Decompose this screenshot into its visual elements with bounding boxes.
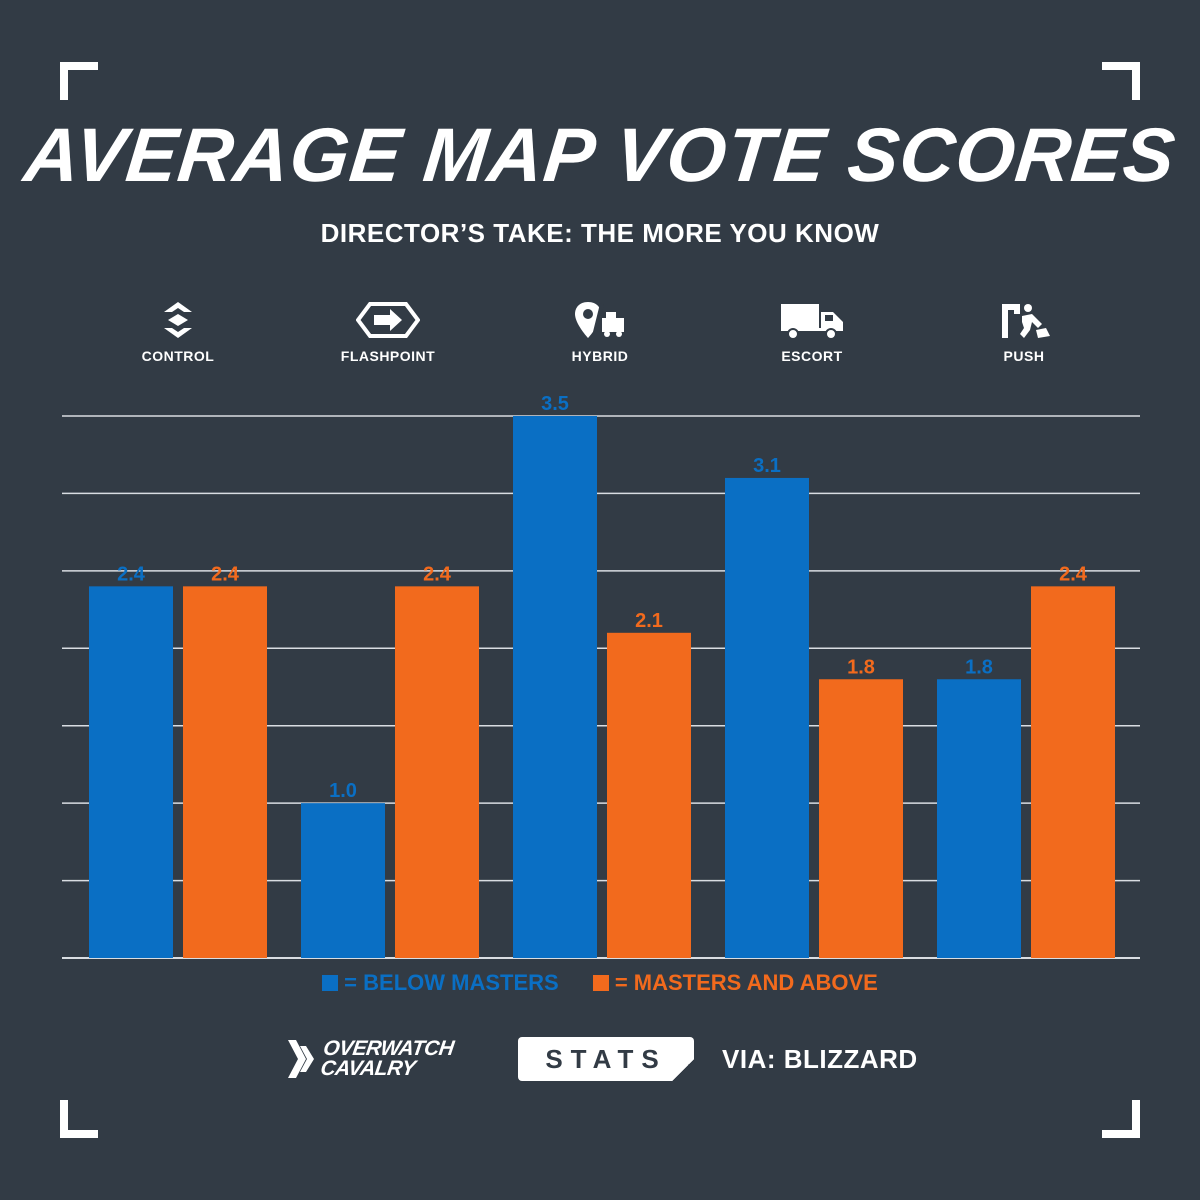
corner-bracket-bottom-right (1102, 1100, 1140, 1138)
hybrid-icon (575, 302, 624, 338)
data-label: 3.5 (541, 393, 569, 415)
stats-badge-label: STATS (545, 1043, 667, 1074)
bar (513, 416, 597, 958)
bar-chart: 2.4 2.4 1.0 2.4 3.5 2.1 3.1 1.8 1.8 2.4 (62, 393, 1140, 959)
mode-label: FLASHPOINT (340, 348, 436, 364)
bar (89, 586, 173, 958)
legend-label-above: = MASTERS AND ABOVE (614, 970, 878, 995)
source-credit: VIA: BLIZZARD (722, 1044, 918, 1074)
control-icon (164, 302, 192, 338)
bar (301, 803, 385, 958)
chart-subtitle: DIRECTOR’S TAKE: THE MORE YOU KNOW (320, 218, 880, 248)
mode-flashpoint: FLASHPOINT (298, 300, 478, 364)
corner-bracket-top-right (1102, 62, 1140, 100)
mode-hybrid: HYBRID (510, 300, 690, 364)
chevrons-icon (288, 1040, 314, 1078)
brand-line-1: OVERWATCH (321, 1037, 456, 1060)
footer: OVERWATCH CAVALRY STATS VIA: BLIZZARD (0, 1034, 1200, 1094)
brand-name: OVERWATCH CAVALRY (319, 1037, 456, 1080)
bar (937, 679, 1021, 958)
bar (183, 586, 267, 958)
bar (819, 679, 903, 958)
data-label: 2.4 (423, 563, 452, 585)
mode-escort: ESCORT (722, 300, 902, 364)
data-label: 2.4 (211, 563, 240, 585)
legend: = BELOW MASTERS = MASTERS AND ABOVE (0, 970, 1200, 996)
data-label: 3.1 (753, 455, 781, 477)
game-mode-headers: CONTROL FLASHPOINT HYBRID ESCORT (0, 300, 1200, 380)
corner-bracket-top-left (60, 62, 98, 100)
overwatch-cavalry-logo: OVERWATCH CAVALRY (286, 1037, 456, 1080)
mode-label: PUSH (1003, 348, 1045, 364)
stats-badge: STATS (518, 1037, 696, 1083)
mode-label: HYBRID (571, 348, 629, 364)
mode-label: ESCORT (781, 348, 843, 364)
bar (725, 477, 809, 958)
mode-control: CONTROL (88, 300, 268, 364)
badge-notch (670, 1057, 696, 1083)
legend-swatch-orange (592, 975, 609, 991)
push-icon (1002, 304, 1050, 338)
escort-icon (781, 304, 843, 340)
legend-label-below: = BELOW MASTERS (344, 970, 559, 995)
legend-below-masters: = BELOW MASTERS (322, 970, 559, 996)
data-label: 1.8 (847, 656, 875, 678)
data-label: 1.0 (329, 780, 357, 802)
mode-push: PUSH (934, 300, 1114, 364)
brand-line-2: CAVALRY (319, 1057, 417, 1080)
data-label: 2.4 (117, 563, 146, 585)
bar (395, 586, 479, 958)
legend-masters-and-above: = MASTERS AND ABOVE (592, 970, 878, 996)
mode-label: CONTROL (141, 348, 215, 364)
data-label: 1.8 (965, 656, 993, 678)
bar (1031, 586, 1115, 958)
data-label: 2.1 (635, 610, 663, 632)
legend-swatch-blue (322, 975, 339, 991)
bar (607, 632, 691, 958)
data-label: 2.4 (1059, 563, 1088, 585)
flashpoint-icon (356, 302, 420, 338)
corner-bracket-bottom-left (60, 1100, 98, 1138)
